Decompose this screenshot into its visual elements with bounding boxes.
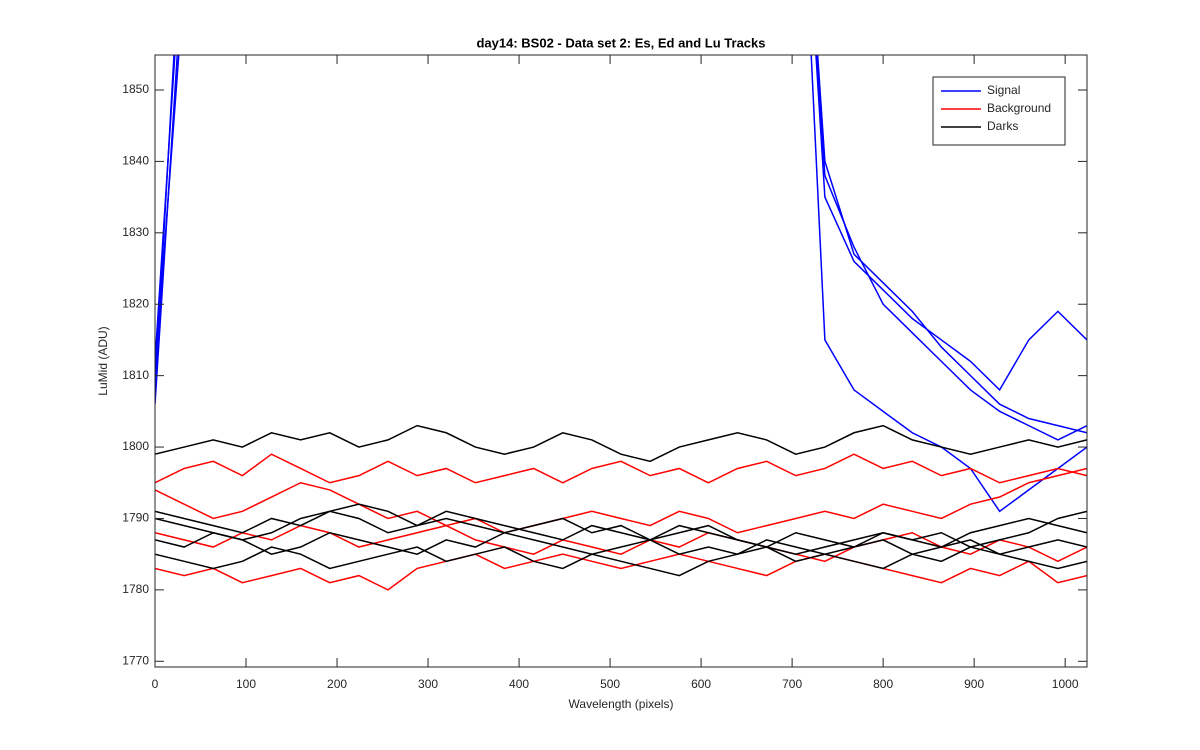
plot-area [155, 55, 1087, 667]
x-tick-label: 400 [509, 677, 529, 691]
x-tick-label: 1000 [1052, 677, 1079, 691]
legend-label: Darks [987, 119, 1018, 133]
x-tick-label: 800 [873, 677, 893, 691]
x-axis-label: Wavelength (pixels) [569, 697, 674, 711]
series-line [155, 55, 1087, 441]
series-line [155, 55, 1087, 513]
series-line [155, 55, 1087, 434]
y-tick-label: 1790 [122, 511, 149, 525]
x-tick-label: 100 [236, 677, 256, 691]
series-line [155, 531, 1087, 555]
chart-title: day14: BS02 - Data set 2: Es, Ed and Lu … [476, 35, 765, 50]
x-tick-label: 300 [418, 677, 438, 691]
legend-label: Background [987, 101, 1051, 115]
series-line [155, 453, 1087, 484]
y-axis-label: LuMid (ADU) [96, 326, 110, 395]
series-line [155, 424, 1087, 463]
x-tick-label: 200 [327, 677, 347, 691]
x-tick-label: 700 [782, 677, 802, 691]
legend-box [932, 76, 1066, 146]
series-line [155, 510, 1087, 548]
series-line [155, 524, 1087, 563]
series-line [155, 467, 1087, 534]
legend-label: Signal [987, 83, 1020, 97]
series-line [155, 553, 1087, 591]
y-tick-label: 1780 [122, 582, 149, 596]
y-tick-label: 1830 [122, 225, 149, 239]
x-tick-label: 0 [152, 677, 159, 691]
x-tick-label: 900 [964, 677, 984, 691]
y-tick-label: 1770 [122, 653, 149, 667]
x-tick-label: 600 [691, 677, 711, 691]
axes-box [154, 54, 1088, 668]
y-tick-label: 1820 [122, 296, 149, 310]
plot-lines [155, 55, 1087, 591]
y-tick-label: 1850 [122, 82, 149, 96]
series-line [155, 546, 1087, 577]
series-line [155, 55, 1087, 405]
series-line [155, 503, 1087, 555]
y-tick-label: 1810 [122, 368, 149, 382]
y-tick-label: 1840 [122, 154, 149, 168]
y-tick-label: 1800 [122, 439, 149, 453]
x-tick-label: 500 [600, 677, 620, 691]
